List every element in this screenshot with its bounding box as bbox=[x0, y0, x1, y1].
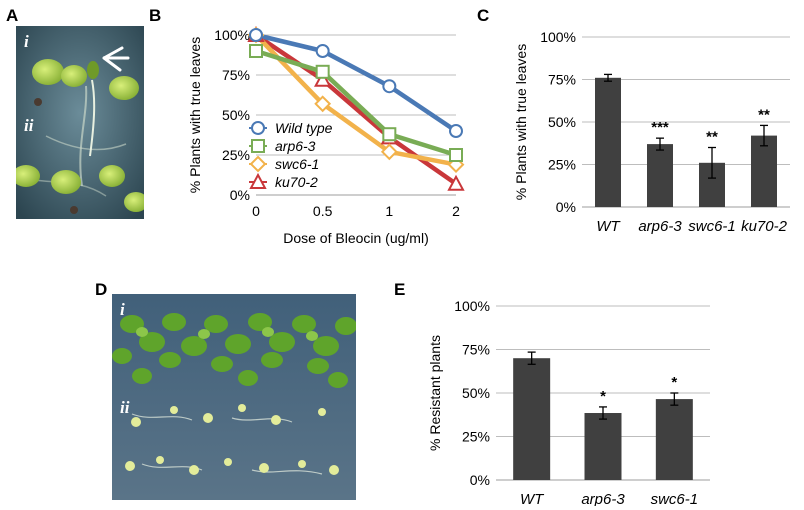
chart-c-y-axis-label: % Plants with true leaves bbox=[513, 44, 529, 200]
chart-c-y-tick-label: 50% bbox=[548, 114, 576, 130]
chart-b-point bbox=[314, 95, 332, 113]
chart-c-bar bbox=[647, 144, 673, 207]
chart-b-legend-marker bbox=[251, 121, 265, 135]
chart-b-legend-marker bbox=[249, 172, 267, 189]
panel-letter-c: C bbox=[477, 6, 490, 25]
chart-e-significance-label: * bbox=[600, 388, 606, 405]
chart-c-bar bbox=[595, 77, 621, 207]
chart-c: 0% 25% 50% 75% 100% % Plants with true leaves… bbox=[513, 29, 790, 235]
chart-c-x-tick-label: arp6-3 bbox=[638, 218, 682, 235]
chart-e-y-tick-label: 100% bbox=[454, 298, 490, 314]
chart-b-x-tick-label: 0.5 bbox=[313, 203, 333, 219]
chart-e-significance-label: * bbox=[671, 374, 677, 391]
chart-b-y-tick-label: 50% bbox=[222, 107, 250, 123]
photo-d-label-ii: ii bbox=[120, 398, 130, 417]
chart-c-x-tick-label: WT bbox=[596, 218, 621, 235]
chart-c-bar bbox=[751, 135, 777, 207]
chart-e-bar bbox=[655, 399, 693, 480]
chart-c-significance-label: *** bbox=[651, 119, 669, 136]
chart-e-bar bbox=[584, 413, 622, 480]
chart-b-legend-marker bbox=[251, 139, 265, 153]
chart-b-point bbox=[382, 127, 397, 142]
photo-d-label-i: i bbox=[120, 300, 125, 319]
chart-b-point bbox=[380, 143, 398, 161]
chart-c-significance-label: ** bbox=[706, 129, 718, 146]
chart-e-x-tick-label: arp6-3 bbox=[581, 491, 625, 506]
panel-letter-e: E bbox=[394, 280, 406, 299]
chart-b-point bbox=[449, 148, 463, 162]
chart-b-y-tick-label: 0% bbox=[230, 187, 250, 203]
chart-b-x-tick-label: 0 bbox=[252, 203, 260, 219]
panel-letter-a: A bbox=[6, 6, 19, 25]
panel-letter-d: D bbox=[95, 280, 108, 299]
panel-letter-b: B bbox=[149, 6, 162, 25]
seedling-photo-d: i ii bbox=[112, 294, 356, 500]
chart-c-y-tick-label: 75% bbox=[548, 72, 576, 88]
chart-e-bar bbox=[513, 358, 551, 480]
chart-b-point bbox=[449, 124, 463, 138]
chart-e: 0% 25% 50% 75% 100% % Resistant plants WT * arp6… bbox=[427, 298, 710, 506]
chart-c-significance-label: ** bbox=[758, 106, 770, 123]
chart-b-point bbox=[249, 28, 263, 42]
chart-b-legend-label: swc6-1 bbox=[275, 156, 319, 172]
seedling-photo-d-drawing bbox=[112, 294, 356, 500]
chart-c-y-tick-label: 100% bbox=[540, 29, 576, 45]
chart-b-y-tick-label: 25% bbox=[222, 147, 250, 163]
chart-e-y-tick-label: 50% bbox=[462, 385, 490, 401]
chart-b-y-tick-label: 75% bbox=[222, 67, 250, 83]
chart-e-y-axis-label: % Resistant plants bbox=[427, 335, 443, 451]
chart-b-point bbox=[447, 174, 465, 191]
chart-b-series-line bbox=[255, 48, 457, 158]
seedling-photo-a: i ii bbox=[16, 26, 144, 219]
chart-e-y-tick-label: 25% bbox=[462, 429, 490, 445]
chart-c-x-tick-label: swc6-1 bbox=[688, 218, 736, 235]
chart-b-legend-label: ku70-2 bbox=[275, 174, 318, 190]
chart-e-y-tick-label: 75% bbox=[462, 342, 490, 358]
chart-b-x-axis-label: Dose of Bleocin (ug/ml) bbox=[283, 230, 429, 246]
chart-b-point bbox=[313, 70, 332, 87]
chart-c-y-tick-label: 25% bbox=[548, 157, 576, 173]
seedling-photo-a-drawing bbox=[16, 26, 144, 219]
chart-b-series-line bbox=[254, 33, 458, 186]
chart-e-x-tick-label: swc6-1 bbox=[651, 491, 699, 506]
chart-c-x-tick-label: ku70-2 bbox=[741, 218, 788, 235]
chart-b-x-tick-label: 1 bbox=[385, 203, 393, 219]
chart-b-y-axis-label: % Plants with true leaves bbox=[187, 37, 203, 193]
chart-b-point bbox=[315, 64, 330, 79]
photo-a-label-i: i bbox=[24, 32, 29, 51]
chart-b-series-line bbox=[254, 33, 457, 167]
chart-e-y-tick-label: 0% bbox=[470, 472, 490, 488]
chart-b-legend-marker bbox=[249, 155, 267, 173]
chart-b-x-tick-label: 2 bbox=[452, 203, 460, 219]
chart-b-legend-label: arp6-3 bbox=[275, 138, 316, 154]
chart-c-y-tick-label: 0% bbox=[556, 199, 576, 215]
chart-b-legend-label: Wild type bbox=[275, 120, 333, 136]
chart-b-y-tick-label: 100% bbox=[214, 27, 250, 43]
chart-e-x-tick-label: WT bbox=[520, 491, 545, 506]
chart-b-point bbox=[249, 44, 263, 58]
chart-b: 0% 25% 50% 75% 100% % Plants with true leaves… bbox=[187, 25, 465, 246]
chart-b-point bbox=[315, 44, 330, 58]
chart-b-series-line bbox=[255, 32, 458, 133]
photo-a-label-ii: ii bbox=[24, 116, 34, 135]
chart-b-point bbox=[382, 79, 397, 94]
